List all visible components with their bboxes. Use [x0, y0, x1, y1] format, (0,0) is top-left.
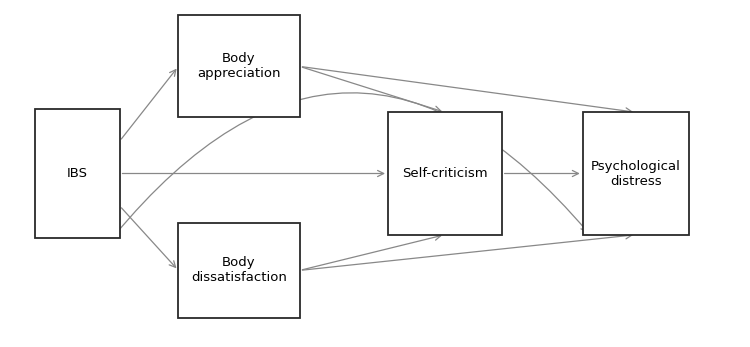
Text: IBS: IBS: [67, 167, 88, 180]
Bar: [178, 15, 300, 117]
FancyArrowPatch shape: [114, 93, 587, 236]
Text: Body
appreciation: Body appreciation: [197, 52, 280, 81]
Bar: [35, 109, 119, 238]
Text: Self-criticism: Self-criticism: [402, 167, 488, 180]
Bar: [178, 223, 300, 318]
Bar: [388, 112, 502, 235]
Bar: [583, 112, 689, 235]
Text: Psychological
distress: Psychological distress: [591, 160, 681, 187]
Text: Body
dissatisfaction: Body dissatisfaction: [191, 256, 287, 285]
